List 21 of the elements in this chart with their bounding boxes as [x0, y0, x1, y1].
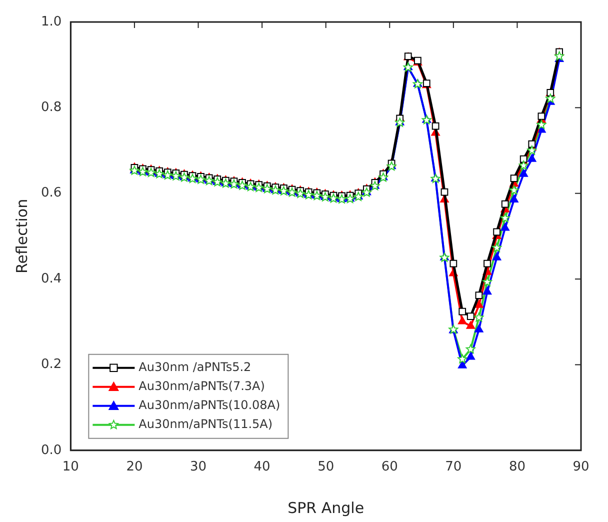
- x-tick-label: 90: [572, 460, 590, 475]
- legend-label: Au30nm/aPNTs(11.5A): [138, 417, 273, 432]
- y-tick-label: 0.4: [40, 271, 62, 286]
- y-tick-label: 0.0: [40, 442, 62, 458]
- y-tick-label: 0.8: [40, 100, 62, 116]
- x-tick-label: 20: [126, 460, 143, 475]
- y-tick-label: 0.2: [40, 357, 62, 372]
- x-tick-label: 10: [62, 460, 79, 475]
- x-tick-label: 80: [508, 460, 526, 475]
- x-tick-label: 60: [381, 460, 398, 475]
- x-tick-label: 50: [318, 460, 334, 475]
- x-axis-title: SPR Angle: [288, 498, 364, 517]
- y-axis-title: Reflection: [12, 198, 31, 274]
- y-tick-label: 0.6: [40, 186, 62, 201]
- x-tick-label: 70: [445, 460, 462, 475]
- x-tick-label: 40: [254, 460, 270, 475]
- x-tick-label: 30: [190, 460, 207, 475]
- legend-label: Au30nm/aPNTs(10.08A): [138, 398, 280, 412]
- y-tick-label: 1.0: [40, 14, 62, 30]
- legend-label: Au30nm/aPNTs(7.3A): [138, 379, 265, 394]
- legend-label: Au30nm /aPNTs5.2: [138, 360, 252, 374]
